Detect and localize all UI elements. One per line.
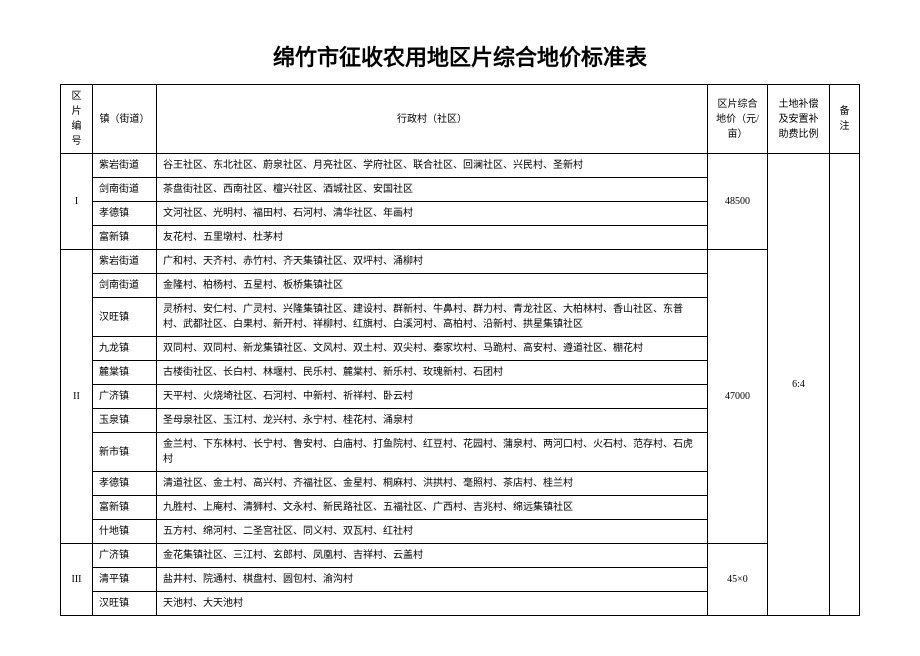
zone-code: I [61, 154, 93, 250]
town-cell: 富新镇 [93, 226, 157, 250]
village-cell: 金花集镇社区、三江村、玄郎村、凤凰村、吉祥村、云盖村 [157, 544, 708, 568]
table-row: III广济镇金花集镇社区、三江村、玄郎村、凤凰村、吉祥村、云盖村45×0 [61, 544, 860, 568]
col-village: 行政村（社区） [157, 85, 708, 154]
col-note: 备注 [830, 85, 860, 154]
town-cell: 广济镇 [93, 544, 157, 568]
note-cell [830, 154, 860, 616]
page-title: 绵竹市征收农用地区片综合地价标准表 [60, 40, 860, 72]
col-code: 区片编号 [61, 85, 93, 154]
village-cell: 金隆村、柏杨村、五星村、板桥集镇社区 [157, 274, 708, 298]
village-cell: 古楼街社区、长白村、林堰村、民乐村、麓棠村、新乐村、玫瑰新村、石团村 [157, 361, 708, 385]
village-cell: 九胜村、上庵村、清狮村、文永村、新民路社区、五福社区、广西村、吉兆村、绵远集镇社… [157, 496, 708, 520]
land-price-table: 区片编号 镇（街道） 行政村（社区） 区片综合地价（元/亩） 土地补偿及安置补助… [60, 84, 860, 616]
price-cell: 45×0 [708, 544, 768, 616]
town-cell: 富新镇 [93, 496, 157, 520]
town-cell: 广济镇 [93, 385, 157, 409]
town-cell: 剑南街道 [93, 178, 157, 202]
town-cell: 汉旺镇 [93, 298, 157, 337]
zone-code: III [61, 544, 93, 616]
village-cell: 金兰村、下东林村、长宁村、鲁安村、白庙村、打鱼院村、红豆村、花园村、蒲泉村、两河… [157, 433, 708, 472]
town-cell: 剑南街道 [93, 274, 157, 298]
town-cell: 新市镇 [93, 433, 157, 472]
table-header-row: 区片编号 镇（街道） 行政村（社区） 区片综合地价（元/亩） 土地补偿及安置补助… [61, 85, 860, 154]
town-cell: 九龙镇 [93, 337, 157, 361]
town-cell: 汉旺镇 [93, 592, 157, 616]
village-cell: 天平村、火烧埼社区、石河村、中新村、祈祥村、卧云村 [157, 385, 708, 409]
town-cell: 孝德镇 [93, 202, 157, 226]
price-cell: 47000 [708, 250, 768, 544]
col-ratio: 土地补偿及安置补助费比例 [768, 85, 830, 154]
village-cell: 盐井村、院通村、棋盘村、圆包村、渝沟村 [157, 568, 708, 592]
village-cell: 双同村、双同村、新龙集镇社区、文风村、双土村、双尖村、秦家坎村、马跪村、高安村、… [157, 337, 708, 361]
village-cell: 圣母泉社区、玉江村、龙兴村、永宁村、桂花村、涌泉村 [157, 409, 708, 433]
town-cell: 紫岩街道 [93, 154, 157, 178]
village-cell: 谷王社区、东北社区、蔚泉社区、月亮社区、学府社区、联合社区、回澜社区、兴民村、圣… [157, 154, 708, 178]
village-cell: 五方村、绵河村、二圣宫社区、同义村、双瓦村、红社村 [157, 520, 708, 544]
village-cell: 灵桥村、安仁村、广灵村、兴隆集镇社区、建设村、群新村、牛鼻村、群力村、青龙社区、… [157, 298, 708, 337]
village-cell: 清道社区、金土村、高兴村、齐福社区、金星村、桐麻村、洪拱村、毫照村、茶店村、桂兰… [157, 472, 708, 496]
table-row: I紫岩街道谷王社区、东北社区、蔚泉社区、月亮社区、学府社区、联合社区、回澜社区、… [61, 154, 860, 178]
village-cell: 广和村、天齐村、赤竹村、齐天集镇社区、双坪村、涌柳村 [157, 250, 708, 274]
village-cell: 文河社区、光明村、福田村、石河村、清华社区、年画村 [157, 202, 708, 226]
village-cell: 友花村、五里墩村、杜茅村 [157, 226, 708, 250]
col-price: 区片综合地价（元/亩） [708, 85, 768, 154]
zone-code: II [61, 250, 93, 544]
town-cell: 麓棠镇 [93, 361, 157, 385]
village-cell: 天池村、大天池村 [157, 592, 708, 616]
ratio-cell: 6:4 [768, 154, 830, 616]
town-cell: 玉泉镇 [93, 409, 157, 433]
village-cell: 茶盘街社区、西南社区、檀兴社区、酒城社区、安国社区 [157, 178, 708, 202]
town-cell: 紫岩街道 [93, 250, 157, 274]
town-cell: 清平镇 [93, 568, 157, 592]
col-town: 镇（街道） [93, 85, 157, 154]
table-row: II紫岩街道广和村、天齐村、赤竹村、齐天集镇社区、双坪村、涌柳村47000 [61, 250, 860, 274]
town-cell: 什地镇 [93, 520, 157, 544]
town-cell: 孝德镇 [93, 472, 157, 496]
price-cell: 48500 [708, 154, 768, 250]
